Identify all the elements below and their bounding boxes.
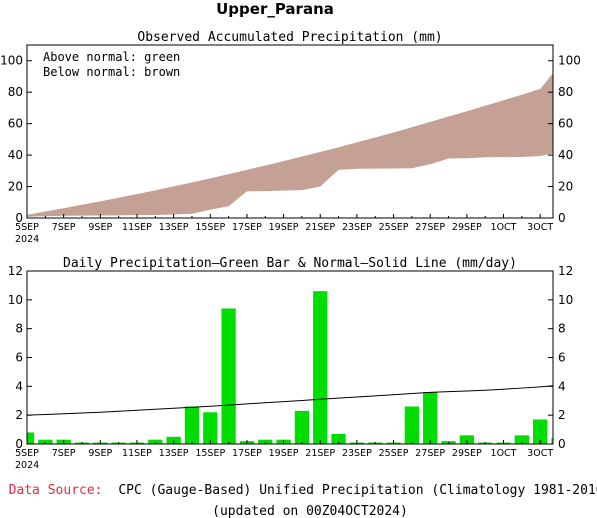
ytick-label-left: 100	[0, 54, 23, 68]
ytick-label-left: 20	[8, 180, 23, 194]
xtick-label: 23SEP	[342, 448, 372, 459]
daily-bar	[148, 439, 163, 444]
accumulated-panel: Observed Accumulated Precipitation (mm) …	[0, 30, 581, 245]
legend-above-normal: Above normal: green	[43, 50, 180, 64]
accumulated-axes: 0 0 20 20 40 40 60 60 80 80 100 100 5SEP 7SEP 9SEP 11SE…	[0, 54, 581, 245]
xtick-label: 11SEP	[122, 222, 152, 233]
ytick-label-right: 0	[558, 437, 566, 451]
daily-bar	[459, 435, 475, 444]
data-source-text: CPC (Gauge-Based) Unified Precipitation …	[118, 483, 597, 498]
daily-bar	[423, 392, 438, 444]
ytick-label-right: 4	[558, 379, 566, 393]
xtick-label: 3OCT	[527, 222, 553, 233]
legend-below-normal: Below normal: brown	[43, 65, 180, 79]
daily-bar	[27, 432, 35, 444]
ytick-label-left: 0	[15, 437, 23, 451]
daily-bar	[38, 439, 53, 444]
xtick-label: 27SEP	[415, 222, 445, 233]
ytick-label-left: 60	[8, 117, 23, 131]
ytick-label-right: 0	[558, 211, 566, 225]
accumulated-area-layer	[27, 73, 553, 217]
xtick-label: 15SEP	[195, 448, 225, 459]
xtick-label: 11SEP	[122, 448, 152, 459]
xtick-label: 17SEP	[232, 222, 262, 233]
ytick-label-left: 2	[15, 408, 23, 422]
xtick-label: 29SEP	[452, 448, 482, 459]
xtick-label: 19SEP	[269, 448, 299, 459]
daily-bar	[294, 410, 310, 444]
daily-bar	[404, 406, 420, 444]
xtick-year: 2024	[15, 234, 39, 245]
ytick-label-left: 12	[8, 264, 23, 278]
daily-frame	[26, 270, 554, 445]
ytick-label-right: 12	[558, 264, 573, 278]
xtick-label: 3OCT	[527, 448, 553, 459]
daily-axes: 0 0 2 2 4 4 6 6 8 8 10 10 12 12 5SEP 7SEP 9SEP 11SEP 13SEP…	[8, 264, 574, 471]
below-normal-area	[27, 73, 553, 217]
xtick-label: 5SEP	[15, 448, 39, 459]
xtick-label: 7SEP	[52, 222, 76, 233]
daily-bar	[313, 291, 328, 444]
ytick-label-left: 8	[15, 322, 23, 336]
xtick-label: 29SEP	[452, 222, 482, 233]
xtick-label: 15SEP	[195, 222, 225, 233]
updated-text: (updated on 00Z04OCT2024)	[212, 504, 408, 518]
accumulated-frame	[26, 44, 554, 219]
daily-bar	[551, 438, 553, 444]
xtick-label: 1OCT	[491, 448, 517, 459]
xtick-label: 5SEP	[15, 222, 39, 233]
ytick-label-right: 20	[558, 180, 573, 194]
xtick-label: 9SEP	[88, 448, 112, 459]
daily-bar	[184, 406, 200, 444]
xtick-label: 25SEP	[379, 222, 409, 233]
xtick-label: 23SEP	[342, 222, 372, 233]
daily-bar	[258, 439, 273, 444]
xtick-label: 21SEP	[305, 222, 335, 233]
ytick-label-right: 80	[558, 85, 573, 99]
daily-bar	[331, 433, 346, 444]
ytick-label-left: 80	[8, 85, 23, 99]
daily-bar	[203, 412, 218, 444]
ytick-label-left: 40	[8, 148, 23, 162]
xtick-label: 9SEP	[88, 222, 112, 233]
accumulated-title: Observed Accumulated Precipitation (mm)	[137, 30, 442, 45]
data-source-label: Data Source:	[9, 483, 103, 498]
daily-bar-layer	[27, 291, 553, 444]
xtick-label: 19SEP	[269, 222, 299, 233]
ytick-label-left: 6	[15, 351, 23, 365]
normal-line	[26, 385, 554, 416]
ytick-label-left: 0	[15, 211, 23, 225]
xtick-label: 25SEP	[379, 448, 409, 459]
daily-bar	[221, 308, 236, 444]
main-title: Upper_Parana	[216, 0, 334, 18]
xtick-label: 7SEP	[52, 448, 76, 459]
ytick-label-right: 6	[558, 351, 566, 365]
xtick-label: 13SEP	[159, 448, 189, 459]
daily-bar	[533, 419, 548, 444]
ytick-label-right: 60	[558, 117, 573, 131]
xtick-label: 17SEP	[232, 448, 262, 459]
ytick-label-left: 10	[8, 293, 23, 307]
ytick-label-right: 10	[558, 293, 573, 307]
daily-bar	[514, 435, 529, 444]
xtick-label: 21SEP	[305, 448, 335, 459]
xtick-label: 27SEP	[415, 448, 445, 459]
daily-panel: Daily Precipitation—Green Bar & Normal—S…	[8, 256, 574, 471]
ytick-label-right: 100	[558, 54, 581, 68]
ytick-label-right: 8	[558, 322, 566, 336]
ytick-label-right: 40	[558, 148, 573, 162]
ytick-label-left: 4	[15, 379, 23, 393]
xtick-label: 1OCT	[491, 222, 517, 233]
ytick-label-right: 2	[558, 408, 566, 422]
xtick-label: 13SEP	[159, 222, 189, 233]
xtick-year: 2024	[15, 460, 39, 471]
daily-title: Daily Precipitation—Green Bar & Normal—S…	[63, 256, 517, 271]
data-source-line: Data Source: CPC (Gauge-Based) Unified P…	[9, 483, 597, 498]
